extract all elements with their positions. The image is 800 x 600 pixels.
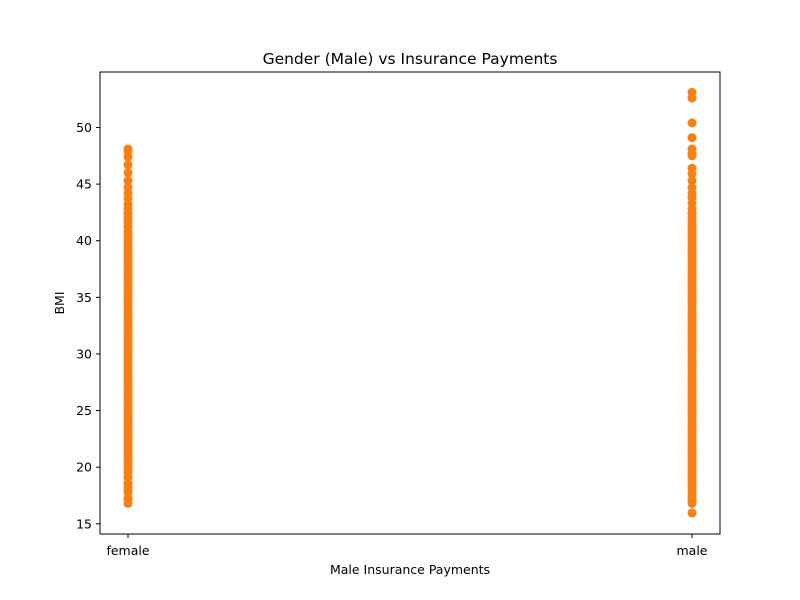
data-point-male [687,118,697,128]
data-point-male [687,176,697,186]
x-tick-label-male: male [677,543,708,558]
y-tick-label: 20 [76,460,92,475]
axes-frame [99,71,721,535]
data-point-male [687,183,697,192]
data-point-female [123,176,133,186]
x-axis-label: Male Insurance Payments [330,562,490,577]
y-axis-label: BMI [52,291,67,314]
x-axis: female male [106,534,708,558]
chart-title: Gender (Male) vs Insurance Payments [263,50,558,68]
y-tick-label: 40 [76,233,92,248]
data-point-male [687,163,697,173]
y-tick-label: 15 [76,516,92,531]
y-tick-label: 25 [76,403,92,418]
data-point-male [687,508,697,518]
y-tick-label: 45 [76,177,92,192]
data-point-female [123,160,133,170]
y-axis: 15 20 25 30 35 40 45 50 [76,120,100,531]
points-layer [123,87,697,518]
y-tick-label: 30 [76,346,92,361]
data-point-male [687,87,697,97]
y-tick-label: 50 [76,120,92,135]
data-point-female [123,144,133,154]
data-point-male [687,133,697,143]
data-point-female [123,168,133,178]
x-tick-label-female: female [106,543,149,558]
y-tick-label: 35 [76,290,92,305]
data-point-male [687,144,697,154]
data-point-female [123,183,133,192]
